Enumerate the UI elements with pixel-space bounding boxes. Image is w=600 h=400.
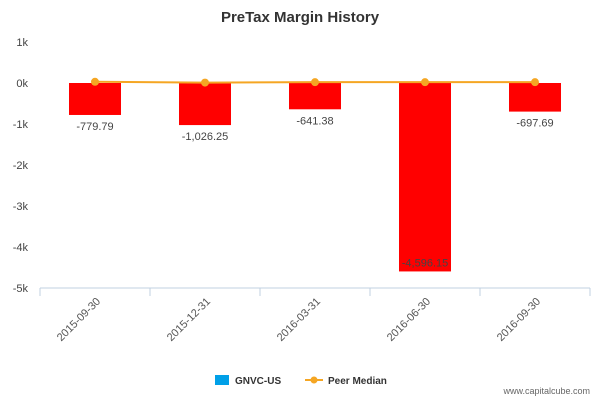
y-tick-label: -5k xyxy=(13,283,29,295)
bar-data-label: -1,026.25 xyxy=(182,131,228,143)
x-axis: 2015-09-30 2015-12-31 2016-03-31 2016-06-30… xyxy=(39,287,591,344)
peer-median-point xyxy=(531,78,539,87)
bar xyxy=(289,83,341,110)
watermark: www.capitalcube.com xyxy=(502,386,590,396)
legend: GNVC-US Peer Median xyxy=(215,375,387,387)
x-tick-label: 2015-12-31 xyxy=(165,296,213,344)
legend-swatch-gnvc xyxy=(215,375,229,385)
y-tick-label: -2k xyxy=(13,160,29,172)
bar-data-label: -4,596.15 xyxy=(402,257,448,269)
y-tick-label: 1k xyxy=(16,37,28,49)
legend-label-peer-median: Peer Median xyxy=(328,376,387,387)
bar-series xyxy=(69,83,561,272)
x-tick-label: 2016-06-30 xyxy=(385,296,433,344)
bar-data-labels: -779.79 -1,026.25 -641.38 -4,596.15 -697.69 xyxy=(76,115,553,269)
bar-data-label: -641.38 xyxy=(296,115,333,127)
y-tick-label: -1k xyxy=(13,119,29,131)
bar xyxy=(399,83,451,272)
y-tick-label: 0k xyxy=(16,78,28,90)
bar xyxy=(69,83,121,115)
peer-median-point xyxy=(201,78,209,87)
peer-median-point xyxy=(91,77,99,86)
bar xyxy=(179,83,231,126)
legend-label-gnvc: GNVC-US xyxy=(235,376,281,387)
peer-median-point xyxy=(421,78,429,87)
bar xyxy=(509,83,561,112)
legend-swatch-peer-median-dot xyxy=(310,376,318,384)
x-tick-label: 2016-03-31 xyxy=(275,296,323,344)
peer-median-series xyxy=(91,77,539,87)
y-axis: 1k 0k -1k -2k -3k -4k -5k xyxy=(13,37,29,295)
y-tick-label: -3k xyxy=(13,201,29,213)
bar-data-label: -697.69 xyxy=(516,118,553,130)
y-tick-label: -4k xyxy=(13,242,29,254)
x-tick-label: 2015-09-30 xyxy=(55,296,103,344)
peer-median-point xyxy=(311,78,319,87)
x-tick-label: 2016-09-30 xyxy=(495,296,543,344)
bar-data-label: -779.79 xyxy=(76,121,113,133)
chart-title: PreTax Margin History xyxy=(221,9,380,26)
